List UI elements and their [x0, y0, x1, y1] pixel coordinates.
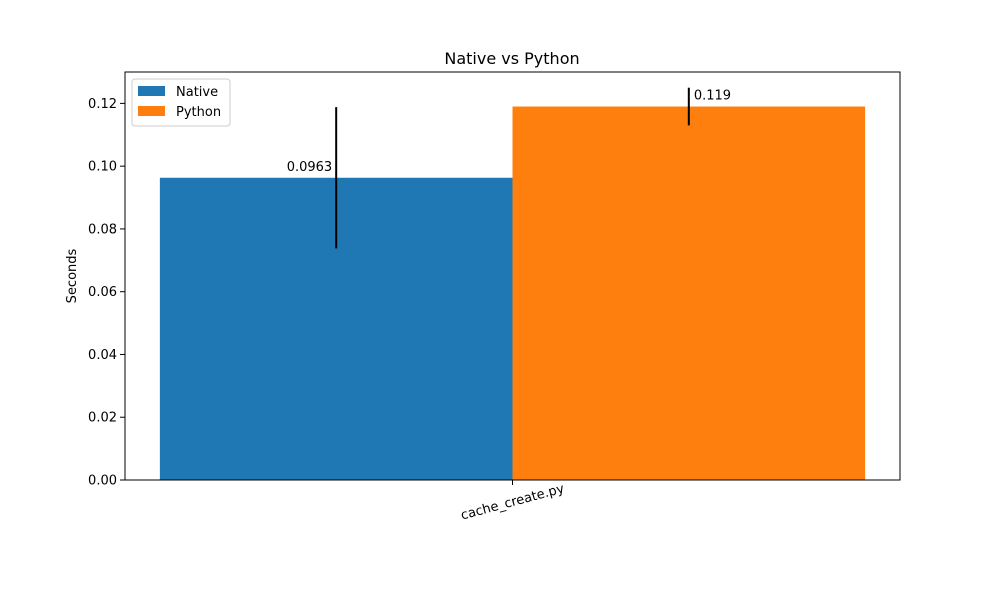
- y-tick-label: 0.06: [88, 285, 117, 300]
- legend-swatch-python: [138, 106, 165, 116]
- y-axis: 0.00 0.02 0.04 0.06 0.08 0.10 0.12: [88, 97, 125, 489]
- y-tick-label: 0.12: [88, 97, 117, 112]
- value-labels-group: 0.0963 0.119: [287, 89, 731, 175]
- legend-swatch-native: [138, 86, 165, 96]
- y-tick-label: 0.02: [88, 411, 117, 426]
- bar-python: [512, 106, 866, 481]
- chart-title: Native vs Python: [444, 49, 579, 68]
- y-axis-label: Seconds: [65, 248, 80, 303]
- y-tick-label: 0.04: [88, 348, 117, 363]
- legend-label-python: Python: [176, 105, 221, 120]
- y-tick-label: 0.08: [88, 222, 117, 237]
- legend-label-native: Native: [176, 85, 218, 100]
- value-label-native: 0.0963: [287, 160, 333, 175]
- value-label-python: 0.119: [694, 89, 731, 104]
- y-tick-label: 0.10: [88, 160, 117, 175]
- y-tick-label: 0.00: [88, 474, 117, 489]
- error-bars-group: [335, 87, 690, 249]
- legend: Native Python: [131, 78, 231, 127]
